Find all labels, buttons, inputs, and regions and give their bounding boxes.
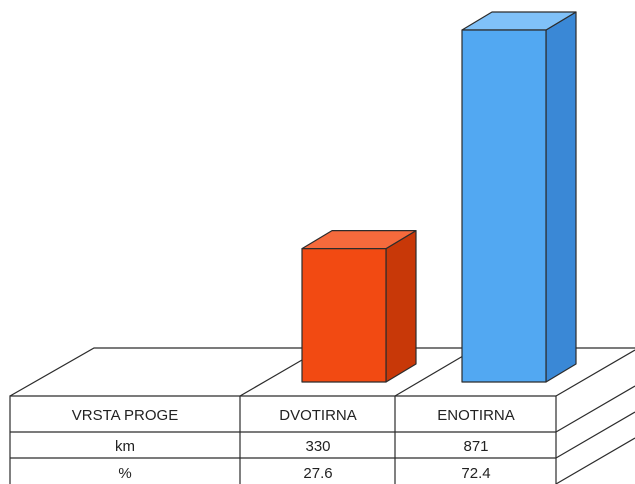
row-label-percent: % bbox=[118, 465, 131, 482]
bar-side-dvotirna bbox=[385, 230, 417, 383]
bars bbox=[301, 11, 577, 383]
bar-front-dvotirna bbox=[301, 248, 387, 383]
platform-side-line-2 bbox=[555, 411, 635, 459]
row-label-km: km bbox=[115, 438, 135, 455]
platform-side-line-1 bbox=[555, 385, 635, 433]
category-label-enotirna: ENOTIRNA bbox=[437, 407, 515, 424]
bar-enotirna bbox=[461, 11, 577, 383]
km-value-dvotirna: 330 bbox=[305, 438, 330, 455]
platform-side-line-3 bbox=[555, 437, 635, 484]
bar-side-enotirna bbox=[545, 11, 577, 383]
table-border bbox=[9, 395, 557, 484]
bar-front-enotirna bbox=[461, 29, 547, 383]
platform-divider-1 bbox=[239, 359, 303, 397]
table-header-label: VRSTA PROGE bbox=[72, 407, 178, 424]
platform-back-edge bbox=[9, 347, 635, 397]
percent-value-enotirna: 72.4 bbox=[461, 465, 490, 482]
platform-divider-3 bbox=[555, 349, 635, 397]
percent-value-dvotirna: 27.6 bbox=[303, 465, 332, 482]
km-value-enotirna: 871 bbox=[463, 438, 488, 455]
platform bbox=[9, 347, 635, 484]
table-cells: VRSTA PROGE DVOTIRNA ENOTIRNA km 330 871… bbox=[72, 407, 515, 482]
data-table bbox=[9, 395, 557, 484]
platform-divider-2 bbox=[394, 355, 464, 397]
category-label-dvotirna: DVOTIRNA bbox=[279, 407, 357, 424]
bar-dvotirna bbox=[301, 230, 417, 383]
